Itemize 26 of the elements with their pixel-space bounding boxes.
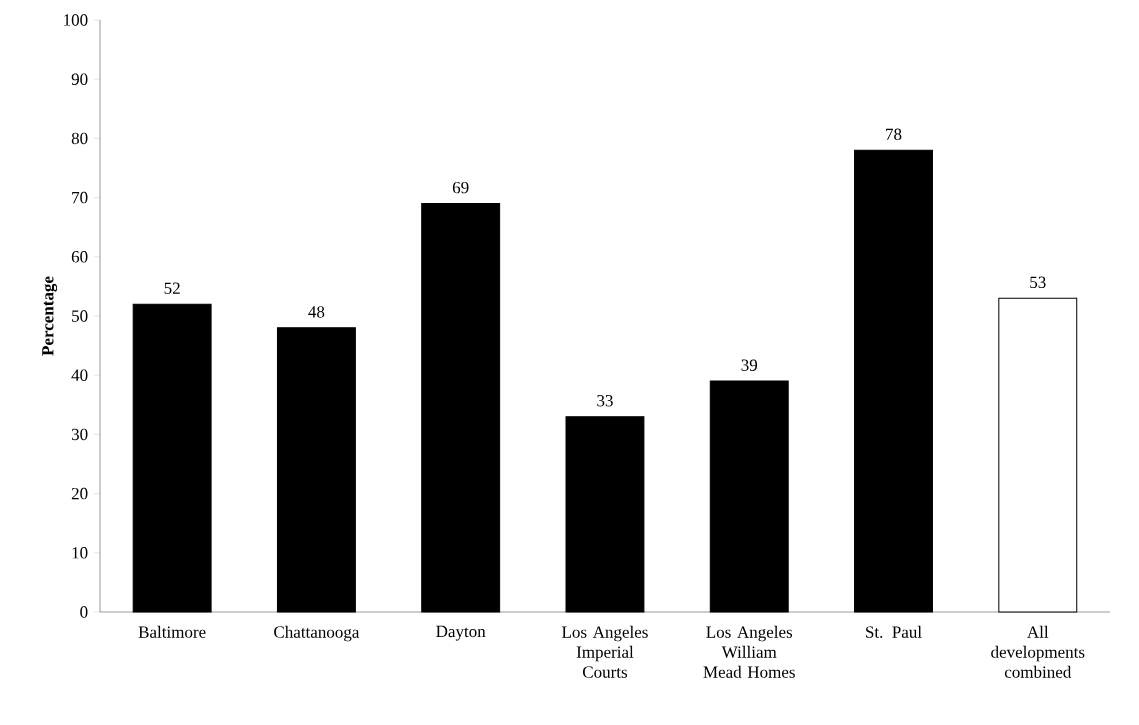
y-tick-label: 30 — [71, 428, 88, 441]
y-tick-label: 70 — [72, 191, 88, 204]
data-label: 78 — [886, 128, 902, 141]
y-tick-label: 100 — [64, 14, 88, 26]
y-tick-label: 60 — [71, 251, 88, 263]
x-tick-label: Dayton — [436, 625, 486, 641]
data-label: 52 — [164, 282, 180, 294]
y-tick-label: 80 — [71, 132, 88, 145]
y-tick-label: 90 — [71, 73, 88, 85]
y-axis-title: Percentage — [42, 276, 58, 356]
y-tick-label: 40 — [71, 369, 88, 381]
x-tick-label: Los Angeles William Mead Homes — [703, 625, 795, 678]
y-tick-label: 50 — [72, 310, 88, 322]
y-tick-label: 10 — [72, 547, 88, 559]
data-label: 69 — [452, 181, 469, 194]
data-label: 39 — [741, 359, 758, 371]
x-tick-label: Los Angeles Imperial Courts — [562, 625, 648, 678]
data-label: 53 — [1030, 276, 1046, 289]
x-tick-label: Baltimore — [138, 625, 206, 638]
x-tick-label: St. Paul — [866, 625, 922, 638]
data-label: 33 — [597, 395, 613, 407]
x-tick-label: Chattanooga — [274, 625, 360, 642]
y-tick-label: 20 — [71, 487, 88, 500]
y-tick-label: 0 — [80, 606, 88, 618]
data-label: 48 — [308, 306, 325, 318]
x-tick-label: All developments combined — [991, 625, 1085, 678]
